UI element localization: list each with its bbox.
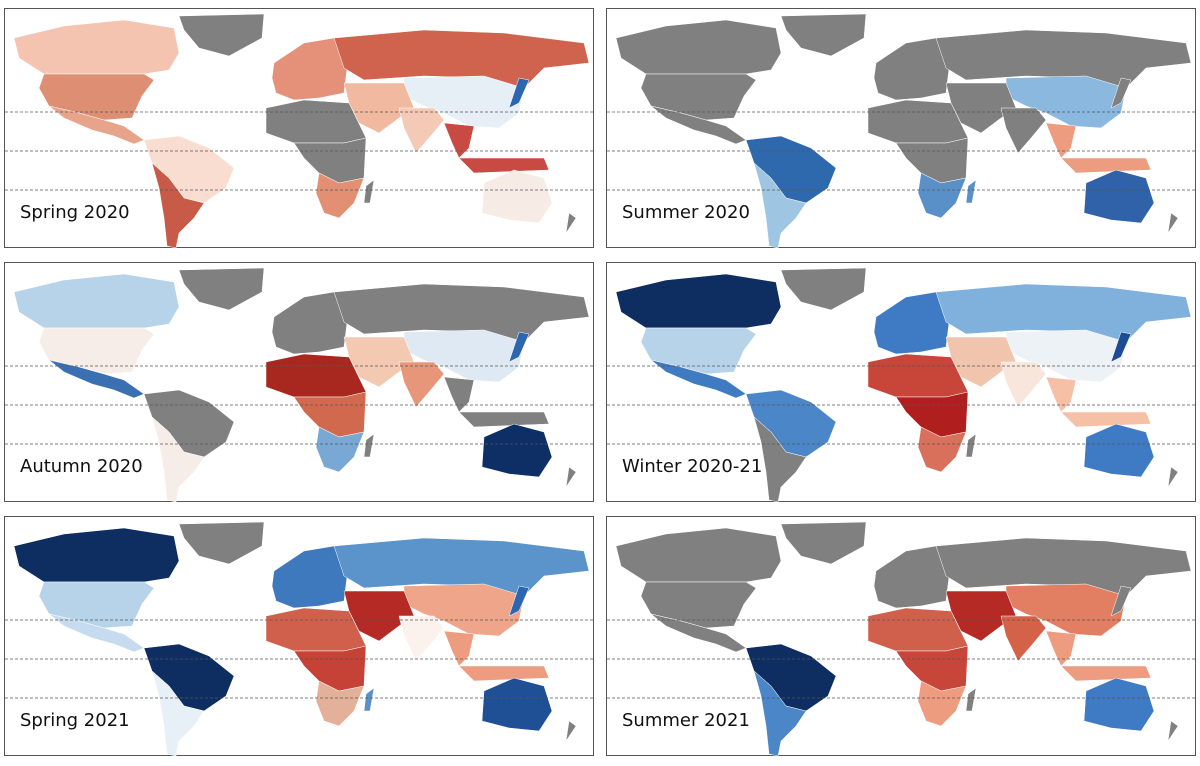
map-panel: Summer 2021 <box>606 516 1196 756</box>
panel-label: Spring 2020 <box>20 202 130 223</box>
panel-label: Autumn 2020 <box>20 456 143 477</box>
panel-label: Summer 2021 <box>622 710 750 731</box>
map-panel: Winter 2020-21 <box>606 262 1196 502</box>
map-panel: Spring 2020 <box>4 8 594 248</box>
panel-label: Spring 2021 <box>20 710 130 731</box>
map-panel: Summer 2020 <box>606 8 1196 248</box>
panel-label: Winter 2020-21 <box>622 456 762 477</box>
map-panel: Spring 2021 <box>4 516 594 756</box>
panel-label: Summer 2020 <box>622 202 750 223</box>
map-panel: Autumn 2020 <box>4 262 594 502</box>
